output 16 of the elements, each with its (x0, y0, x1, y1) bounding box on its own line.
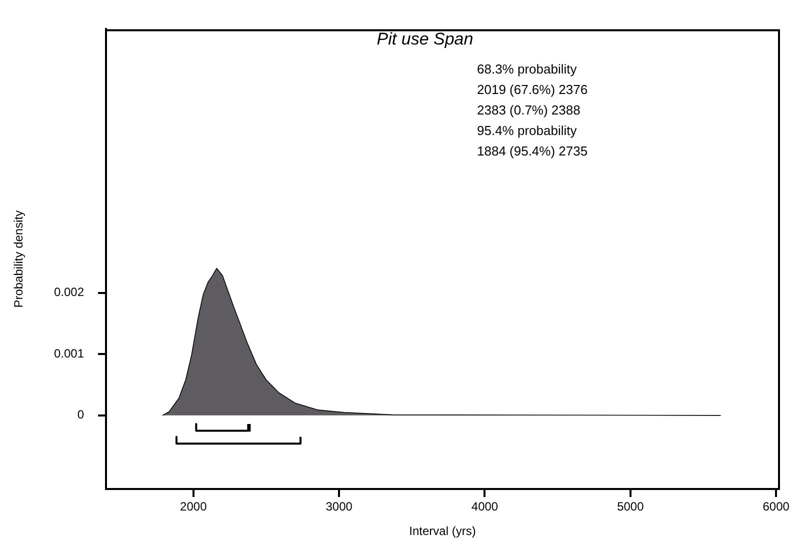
chart-title: Pit use Span (376, 30, 474, 49)
x-tick-label: 2000 (180, 500, 208, 514)
x-tick-label: 3000 (326, 500, 353, 514)
x-axis-title: Interval (yrs) (409, 524, 476, 538)
annotation: 2019 (67.6%) 2376 (477, 82, 588, 98)
y-tick-label: 0 (77, 408, 84, 422)
y-axis-title: Probability density (12, 210, 26, 308)
annotation: 1884 (95.4%) 2735 (477, 144, 588, 159)
annotation: 2383 (0.7%) 2388 (477, 102, 580, 118)
x-tick-label: 4000 (471, 500, 498, 514)
x-tick-label: 6000 (762, 500, 790, 514)
y-tick-label: 0.001 (54, 346, 84, 360)
y-tick-label: 0.002 (54, 285, 84, 300)
annotation: 95.4% probability (477, 123, 578, 138)
x-tick-label: 5000 (617, 500, 644, 514)
annotation: 68.3% probability (477, 62, 578, 77)
